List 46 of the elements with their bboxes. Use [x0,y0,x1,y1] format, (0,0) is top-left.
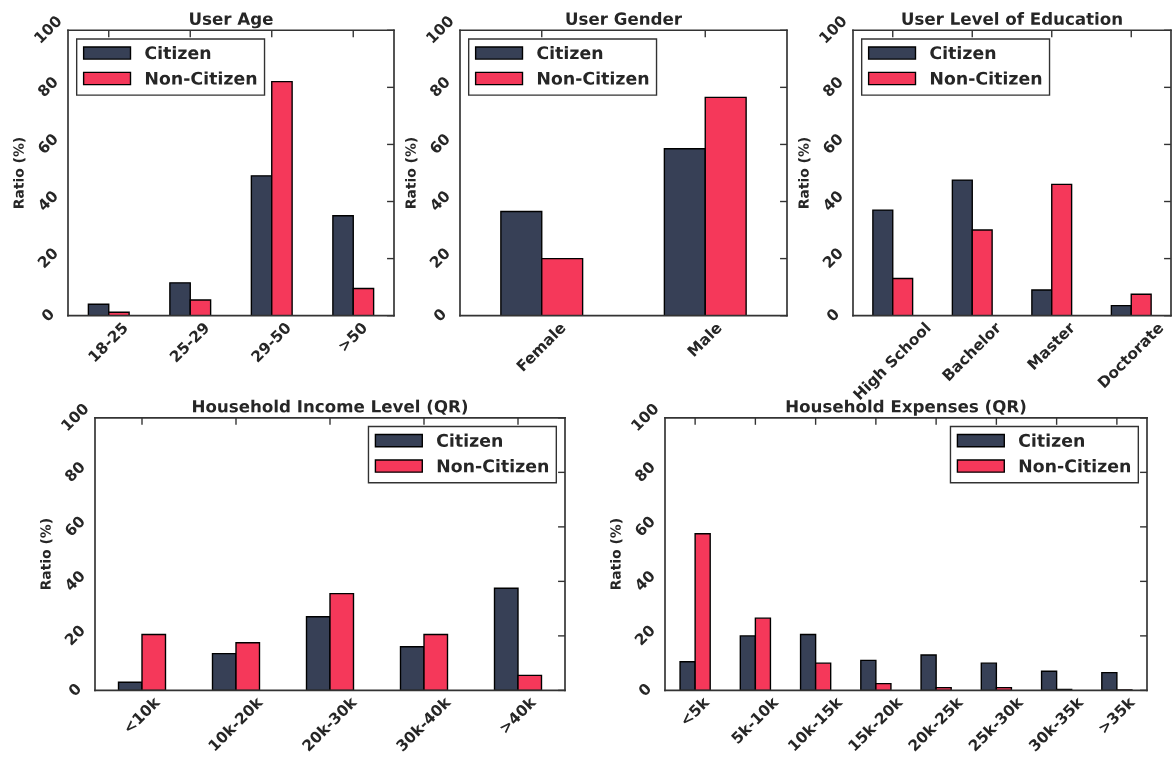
y-tick-label: 80 [821,75,844,98]
y-tick-label: 60 [821,132,844,155]
chart-title: User Level of Education [902,12,1122,25]
y-tick-label: 60 [428,132,451,155]
y-tick-label: 20 [63,623,86,646]
y-tick-label: 80 [428,75,451,98]
y-axis-title: Ratio (%) [40,519,53,590]
y-tick-label: 80 [633,460,656,483]
y-tick-label: 60 [633,514,656,537]
y-tick-label: 20 [821,246,844,269]
legend-label: Non-Citizen [437,458,549,473]
x-tick-label: <5k [679,695,711,727]
chart-title: Household Income Level (QR) [193,399,468,415]
y-tick-label: 0 [40,307,55,323]
legend-label: Non-Citizen [145,71,257,85]
y-tick-label: 20 [428,246,451,269]
y-axis-title: Ratio (%) [405,137,418,208]
y-tick-label: 60 [36,132,59,155]
chart-title: User Gender [566,12,682,25]
legend-label: Non-Citizen [537,71,649,85]
y-tick-label: 40 [63,569,86,592]
y-tick-label: 20 [633,623,656,646]
y-tick-label: 0 [67,682,82,697]
y-tick-label: 0 [825,307,840,323]
y-tick-label: 80 [36,75,59,98]
y-tick-label: 40 [633,569,656,592]
legend-label: Citizen [537,45,603,60]
y-tick-label: 80 [63,460,86,483]
y-tick-label: 40 [428,189,451,212]
y-axis-title: Ratio (%) [13,137,26,208]
legend-label: Citizen [145,45,211,60]
y-axis-title: Ratio (%) [610,519,623,590]
legend-label: Citizen [1019,433,1084,447]
legend-label: Non-Citizen [930,71,1042,85]
chart-title: User Age [190,12,273,29]
y-tick-label: 20 [36,246,59,269]
y-axis-title: Ratio (%) [798,137,811,208]
y-tick-label: 40 [36,189,59,212]
y-tick-label: 40 [821,189,844,212]
legend-label: Non-Citizen [1019,458,1131,473]
y-tick-label: 0 [637,682,652,697]
legend-label: Citizen [930,45,996,60]
y-tick-label: 60 [63,514,86,537]
chart-title: Household Expenses (QR) [786,399,1026,416]
y-tick-label: 0 [432,307,447,323]
legend-label: Citizen [437,433,502,447]
